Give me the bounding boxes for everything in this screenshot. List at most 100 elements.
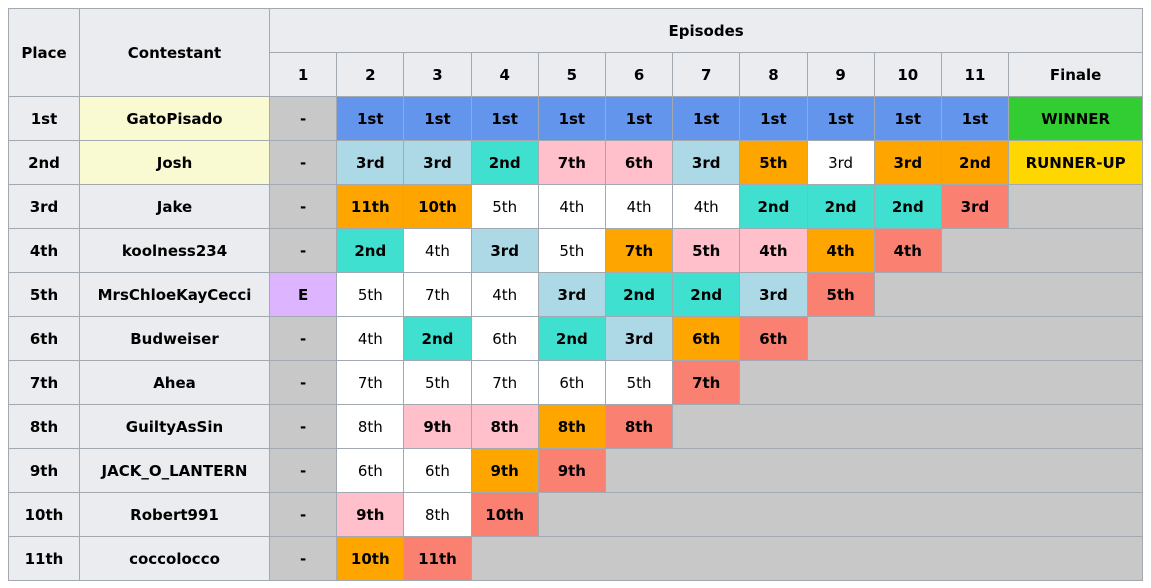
result-cell: 7th <box>403 272 472 317</box>
column-header: 4 <box>470 52 539 97</box>
result-cell: 4th <box>470 272 539 317</box>
result-cell: 3rd <box>537 272 606 317</box>
column-header: 10 <box>873 52 942 97</box>
contestant-cell: GatoPisado <box>79 96 270 141</box>
result-cell: 4th <box>537 184 606 229</box>
result-cell: 3rd <box>806 140 875 185</box>
result-cell: 1st <box>470 96 539 141</box>
result-cell: 7th <box>336 360 405 405</box>
column-header: 1 <box>268 52 338 97</box>
column-header: Finale <box>1008 52 1144 97</box>
result-cell: 5th <box>739 140 808 185</box>
place-cell: 11th <box>8 536 80 581</box>
contestant-cell: Jake <box>79 184 270 229</box>
result-cell: 10th <box>403 184 472 229</box>
result-cell: - <box>268 404 338 449</box>
result-cell: 8th <box>470 404 539 449</box>
result-cell: 2nd <box>873 184 942 229</box>
result-cell: 6th <box>470 316 539 361</box>
result-cell: - <box>268 140 338 185</box>
result-cell: 5th <box>806 272 875 317</box>
place-cell: 6th <box>8 316 80 361</box>
result-cell: 4th <box>873 228 942 273</box>
empty-cell <box>1008 184 1144 229</box>
result-cell: - <box>268 536 338 581</box>
result-cell: 2nd <box>604 272 674 317</box>
result-cell: 1st <box>604 96 674 141</box>
header-cell: Contestant <box>79 8 270 97</box>
result-cell: 11th <box>336 184 405 229</box>
place-cell: 3rd <box>8 184 80 229</box>
contestant-cell: Ahea <box>79 360 270 405</box>
result-cell: 1st <box>672 96 741 141</box>
result-cell: - <box>268 96 338 141</box>
result-cell: 3rd <box>604 316 674 361</box>
result-cell: 6th <box>403 448 472 493</box>
empty-cell <box>470 536 1144 581</box>
result-cell: 9th <box>336 492 405 537</box>
contestant-row: 11th coccolocco -10th 11th <box>8 536 1144 581</box>
column-header: 11 <box>940 52 1010 97</box>
result-cell: 1st <box>739 96 808 141</box>
result-cell: 2nd <box>672 272 741 317</box>
result-cell: - <box>268 448 338 493</box>
result-cell: 7th <box>672 360 741 405</box>
contestant-cell: Josh <box>79 140 270 185</box>
result-cell: 5th <box>604 360 674 405</box>
contestant-row: 2nd Josh -3rd 3rd 2nd 7th 6th 3rd 5th 3rd 3rd 2nd RU… <box>8 140 1144 185</box>
result-cell: E <box>268 272 338 317</box>
contestant-cell: JACK_O_LANTERN <box>79 448 270 493</box>
contestant-row: 5th MrsChloeKayCecci E 5th 7th 4th 3rd 2nd 2nd 3r… <box>8 272 1144 317</box>
result-cell: 10th <box>336 536 405 581</box>
contestant-cell: Robert991 <box>79 492 270 537</box>
result-cell: 6th <box>537 360 606 405</box>
empty-cell <box>940 228 1144 273</box>
place-cell: 10th <box>8 492 80 537</box>
result-cell: 9th <box>470 448 539 493</box>
contestant-row: 4th koolness234-2nd 4th 3rd 5th 7th 5th 4th 4th 4… <box>8 228 1144 273</box>
place-cell: 9th <box>8 448 80 493</box>
result-cell: 1st <box>336 96 405 141</box>
contestant-row: 1st GatoPisado -1st 1st 1st 1st 1st 1st 1st 1st 1s… <box>8 96 1144 141</box>
column-header: 7 <box>672 52 741 97</box>
result-cell: 3rd <box>403 140 472 185</box>
column-header: 2 <box>336 52 405 97</box>
result-cell: 2nd <box>403 316 472 361</box>
column-header: 6 <box>604 52 674 97</box>
result-cell: 5th <box>470 184 539 229</box>
place-cell: 1st <box>8 96 80 141</box>
empty-cell <box>873 272 1144 317</box>
header-row: Place Contestant Episodes <box>8 8 1144 97</box>
column-header: 9 <box>806 52 875 97</box>
result-cell: 5th <box>672 228 741 273</box>
result-cell: 1st <box>806 96 875 141</box>
result-cell: 1st <box>537 96 606 141</box>
result-cell: - <box>268 184 338 229</box>
result-cell: RUNNER-UP <box>1008 140 1144 185</box>
result-cell: - <box>268 316 338 361</box>
place-cell: 5th <box>8 272 80 317</box>
result-cell: 2nd <box>739 184 808 229</box>
contestant-row: 8th GuiltyAsSin -8th 9th 8th 8th 8th <box>8 404 1144 449</box>
empty-cell <box>604 448 1144 493</box>
result-cell: 2nd <box>336 228 405 273</box>
result-cell: 2nd <box>940 140 1010 185</box>
result-cell: 10th <box>470 492 539 537</box>
result-cell: 8th <box>537 404 606 449</box>
empty-cell <box>672 404 1144 449</box>
result-cell: 7th <box>470 360 539 405</box>
result-cell: 5th <box>537 228 606 273</box>
empty-cell <box>739 360 1144 405</box>
result-cell: 1st <box>873 96 942 141</box>
contestant-cell: coccolocco <box>79 536 270 581</box>
result-cell: 3rd <box>336 140 405 185</box>
result-cell: 11th <box>403 536 472 581</box>
place-cell: 7th <box>8 360 80 405</box>
result-cell: - <box>268 492 338 537</box>
header-row: 1 2 3 4 5 6 7 8 9 10 11 Finale <box>9 52 1144 97</box>
place-cell: 2nd <box>8 140 80 185</box>
result-cell: 6th <box>336 448 405 493</box>
contestant-row: 7th Ahea -7th 5th 7th 6th 5th 7th <box>8 360 1144 405</box>
result-cell: 5th <box>336 272 405 317</box>
